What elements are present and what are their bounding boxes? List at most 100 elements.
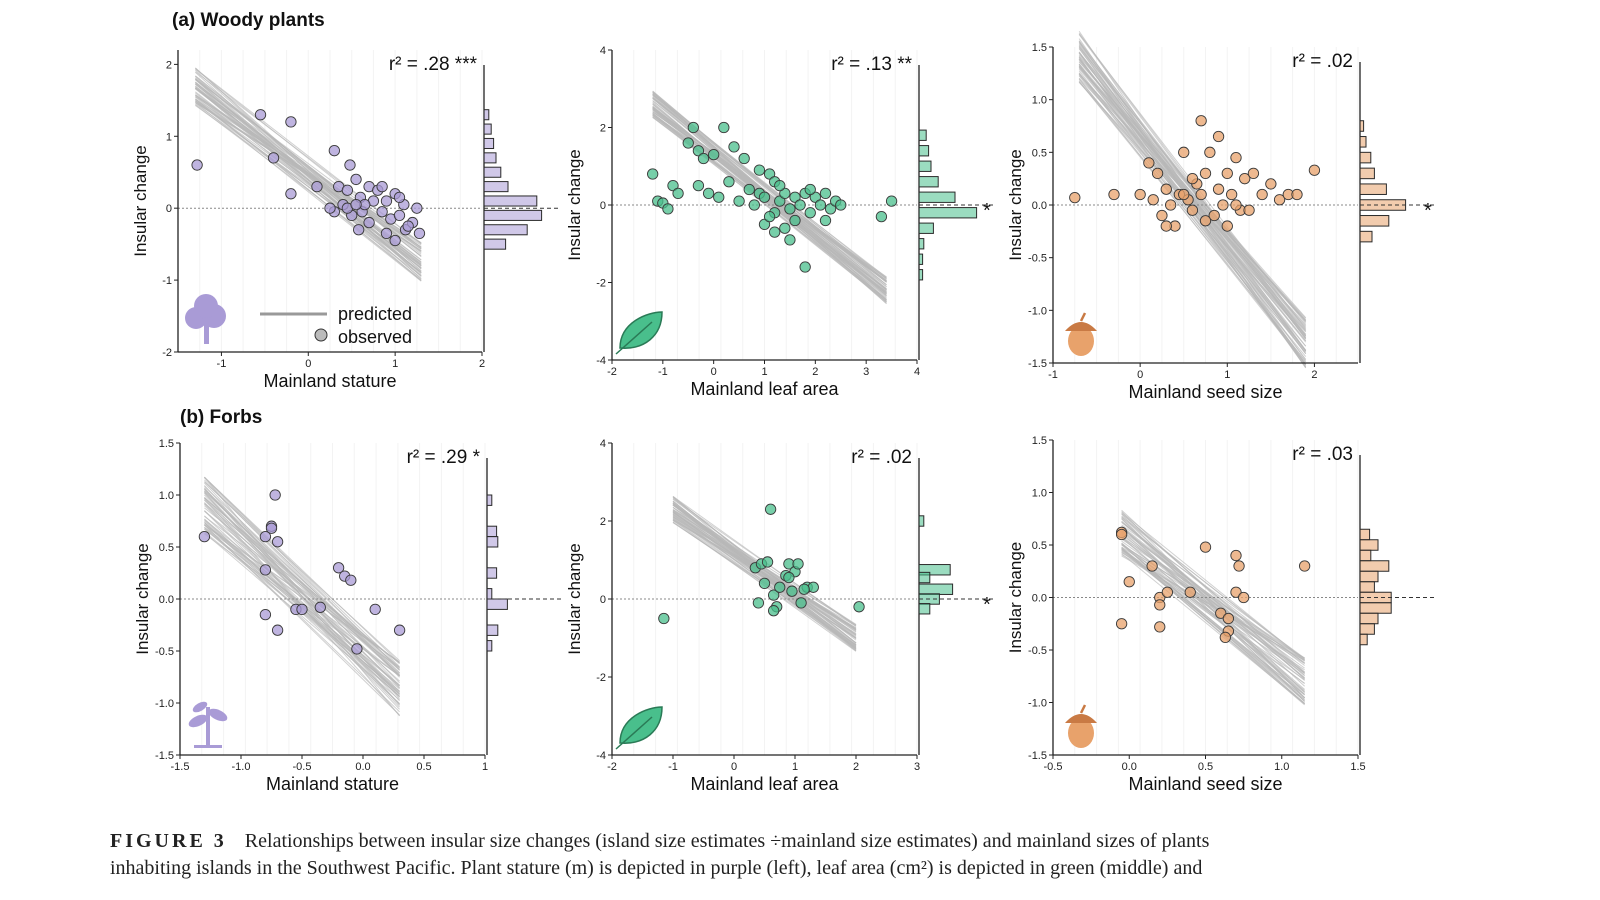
data-point bbox=[774, 195, 786, 207]
y-tick-label: 0.5 bbox=[1032, 147, 1047, 159]
data-point bbox=[1221, 220, 1233, 232]
data-point bbox=[1123, 576, 1135, 588]
data-point bbox=[1225, 188, 1238, 201]
y-tick-label: 1.0 bbox=[1032, 488, 1047, 500]
data-point bbox=[733, 195, 745, 207]
data-point bbox=[682, 137, 694, 149]
data-point bbox=[1239, 173, 1251, 185]
histogram-bar bbox=[486, 536, 499, 548]
histogram-bar bbox=[1359, 183, 1387, 195]
data-point bbox=[768, 589, 780, 601]
prediction-line bbox=[1078, 43, 1307, 336]
histogram-bar bbox=[483, 181, 509, 193]
x-tick-label: 2 bbox=[479, 358, 485, 370]
data-point bbox=[692, 145, 705, 157]
data-point bbox=[259, 608, 272, 621]
histogram-bar bbox=[483, 166, 502, 178]
data-point bbox=[1178, 188, 1190, 201]
histogram-bar bbox=[918, 583, 954, 595]
legend: predicted observed bbox=[260, 304, 412, 347]
leaf-icon bbox=[615, 311, 663, 355]
histogram-bar bbox=[486, 624, 499, 636]
data-point bbox=[1161, 586, 1174, 598]
data-point bbox=[1230, 151, 1242, 164]
y-tick-label: -1.5 bbox=[155, 750, 174, 762]
prediction-line bbox=[1078, 78, 1307, 366]
data-point bbox=[738, 152, 750, 165]
prediction-line bbox=[1121, 525, 1305, 674]
prediction-line bbox=[195, 75, 422, 278]
y-tick-label: 1.5 bbox=[159, 438, 174, 450]
histogram-bar bbox=[1359, 570, 1379, 583]
section-letter: (b) bbox=[180, 407, 205, 428]
data-point bbox=[786, 585, 798, 597]
data-point bbox=[351, 643, 363, 655]
data-point bbox=[753, 164, 766, 176]
data-point bbox=[1230, 549, 1242, 562]
r-squared-label: r² = .02 bbox=[851, 447, 912, 468]
histogram-bar bbox=[483, 152, 497, 164]
data-point bbox=[271, 624, 284, 636]
tree-icon bbox=[185, 294, 226, 344]
data-point bbox=[763, 210, 776, 223]
data-point bbox=[285, 116, 297, 128]
data-point bbox=[809, 191, 821, 203]
data-point bbox=[713, 191, 725, 203]
x-tick-label: 0 bbox=[711, 366, 717, 378]
data-point bbox=[1212, 183, 1225, 195]
data-point bbox=[779, 187, 791, 200]
y-tick-label: 1.0 bbox=[1032, 95, 1047, 107]
prediction-line bbox=[195, 96, 422, 250]
data-point bbox=[393, 209, 406, 222]
data-point bbox=[296, 603, 308, 616]
data-point bbox=[1069, 191, 1081, 204]
leaf-blade bbox=[619, 311, 663, 349]
data-point bbox=[402, 220, 414, 232]
histogram-bar bbox=[918, 191, 956, 203]
prediction-lines bbox=[1121, 509, 1305, 706]
data-point bbox=[1199, 541, 1212, 553]
x-tick-label: -2 bbox=[607, 761, 617, 773]
histogram-bar bbox=[918, 176, 939, 188]
x-tick-label: -1 bbox=[658, 366, 668, 378]
significance-star: * bbox=[983, 200, 991, 222]
data-point bbox=[779, 222, 791, 234]
x-tick-label: -1 bbox=[217, 358, 227, 370]
sprout-leaf bbox=[188, 714, 208, 728]
x-tick-label: 0.0 bbox=[355, 761, 370, 773]
data-point bbox=[824, 203, 837, 215]
data-point bbox=[807, 581, 819, 593]
r-squared-label: r² = .02 bbox=[1292, 51, 1353, 72]
sprout-leaf bbox=[208, 708, 228, 722]
histogram-bar bbox=[1359, 612, 1379, 625]
x-tick-label: -1 bbox=[1048, 369, 1058, 381]
data-point bbox=[761, 556, 774, 568]
y-tick-label: -1.0 bbox=[1028, 305, 1047, 317]
data-point bbox=[1164, 199, 1177, 211]
data-point bbox=[875, 210, 888, 223]
histogram-bar bbox=[918, 564, 951, 576]
data-point bbox=[658, 612, 670, 625]
histogram-bar bbox=[918, 160, 932, 172]
x-tick-label: 2 bbox=[812, 366, 818, 378]
data-point bbox=[1195, 188, 1207, 201]
y-axis-label: Insular change bbox=[565, 543, 584, 655]
histogram-bar bbox=[1359, 539, 1379, 551]
histogram bbox=[486, 494, 508, 652]
data-point bbox=[647, 168, 659, 180]
y-tick-label: 2 bbox=[166, 59, 172, 71]
caption-line-2: inhabiting islands in the Southwest Paci… bbox=[110, 857, 1203, 879]
data-point bbox=[783, 571, 795, 584]
data-point bbox=[1243, 204, 1255, 216]
prediction-line bbox=[1121, 536, 1305, 673]
prediction-line bbox=[1121, 527, 1305, 679]
histogram-bar bbox=[1359, 602, 1392, 614]
data-point bbox=[763, 168, 776, 180]
histogram-bar bbox=[918, 129, 927, 141]
panel-a-seed: -1 0 1 2 -1.5 -1.0 -0.5 0.0 0.5 1.0 1.5 Mainland se… bbox=[1006, 30, 1436, 402]
data-point bbox=[708, 148, 720, 161]
y-tick-label: -0.5 bbox=[155, 646, 174, 658]
data-point bbox=[345, 574, 357, 586]
y-tick-label: 0 bbox=[166, 203, 172, 215]
y-tick-label: 0.5 bbox=[1032, 540, 1047, 552]
